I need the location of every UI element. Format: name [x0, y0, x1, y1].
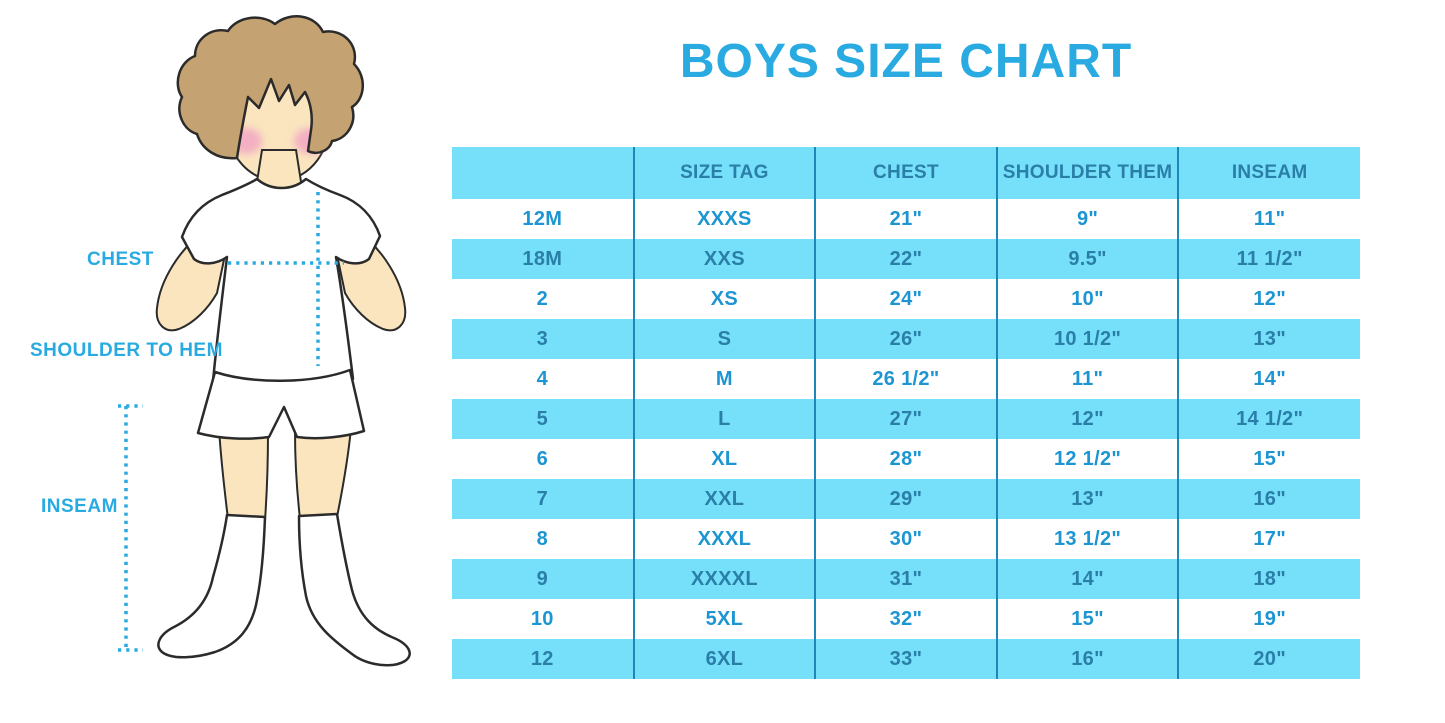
table-cell: 12": [995, 399, 1179, 439]
chest-label: CHEST: [87, 249, 154, 270]
table-cell: 20": [1177, 639, 1360, 679]
table-row: 3 S 26" 10 1/2" 13": [452, 319, 1360, 359]
table-header: SIZE TAG CHEST SHOULDER THEM INSEAM: [452, 147, 1360, 199]
table-cell: 30": [814, 519, 997, 559]
boy-right-leg: [293, 426, 353, 521]
table-cell: XXXS: [632, 199, 816, 239]
table-row: 5 L 27" 12" 14 1/2": [452, 399, 1360, 439]
table-cell: 7: [452, 479, 634, 519]
size-chart-table: SIZE TAG CHEST SHOULDER THEM INSEAM 12M XXXS…: [452, 147, 1360, 679]
column-header: INSEAM: [1177, 147, 1360, 199]
table-body: 12M XXXS 21" 9" 11" 18M XXS 22" 9.5" 11 1/2" 2 XS 24…: [452, 199, 1360, 679]
table-cell: 26 1/2": [814, 359, 997, 399]
boy-left-sock: [157, 513, 267, 659]
table-cell: 18M: [452, 239, 634, 279]
column-header: SHOULDER THEM: [995, 147, 1179, 199]
table-cell: 6: [452, 439, 634, 479]
table-cell: 11": [995, 359, 1179, 399]
table-cell: 31": [814, 559, 997, 599]
table-cell: 9: [452, 559, 634, 599]
table-row: 8 XXXL 30" 13 1/2" 17": [452, 519, 1360, 559]
column-header: SIZE TAG: [632, 147, 816, 199]
table-row: 6 XL 28" 12 1/2" 15": [452, 439, 1360, 479]
table-cell: 9.5": [995, 239, 1179, 279]
column-header: CHEST: [814, 147, 997, 199]
table-row: 12M XXXS 21" 9" 11": [452, 199, 1360, 239]
table-cell: 3: [452, 319, 634, 359]
table-cell: 19": [1177, 599, 1360, 639]
table-cell: 12 1/2": [995, 439, 1179, 479]
table-row: 12 6XL 33" 16" 20": [452, 639, 1360, 679]
table-cell: 14 1/2": [1177, 399, 1360, 439]
boy-right-sock: [297, 512, 411, 667]
table-cell: 16": [1177, 479, 1360, 519]
table-cell: 11 1/2": [1177, 239, 1360, 279]
table-cell: 14": [1177, 359, 1360, 399]
table-cell: 11": [1177, 199, 1360, 239]
table-cell: 5XL: [632, 599, 816, 639]
boy-illustration: [118, 15, 411, 667]
page-title: BOYS SIZE CHART: [679, 35, 1133, 88]
table-cell: 29": [814, 479, 997, 519]
table-cell: 14": [995, 559, 1179, 599]
shoulder-to-hem-label: SHOULDER TO HEM: [30, 340, 223, 361]
boy-hair: [176, 15, 364, 160]
table-cell: 2: [452, 279, 634, 319]
table-cell: 12": [1177, 279, 1360, 319]
table-row: 9 XXXXL 31" 14" 18": [452, 559, 1360, 599]
table-cell: 8: [452, 519, 634, 559]
table-cell: L: [632, 399, 816, 439]
table-cell: 13": [995, 479, 1179, 519]
table-row: 7 XXL 29" 13" 16": [452, 479, 1360, 519]
table-cell: 22": [814, 239, 997, 279]
table-cell: XXL: [632, 479, 816, 519]
table-cell: 28": [814, 439, 997, 479]
table-cell: 12M: [452, 199, 634, 239]
table-cell: 21": [814, 199, 997, 239]
table-cell: 5: [452, 399, 634, 439]
table-cell: S: [632, 319, 816, 359]
table-cell: 13 1/2": [995, 519, 1179, 559]
table-cell: 15": [995, 599, 1179, 639]
table-cell: 18": [1177, 559, 1360, 599]
table-row: 2 XS 24" 10" 12": [452, 279, 1360, 319]
table-cell: M: [632, 359, 816, 399]
table-cell: 24": [814, 279, 997, 319]
table-cell: XXXL: [632, 519, 816, 559]
inseam-label: INSEAM: [41, 496, 118, 517]
table-cell: XS: [632, 279, 816, 319]
table-cell: XXXXL: [632, 559, 816, 599]
table-cell: 13": [1177, 319, 1360, 359]
table-cell: 16": [995, 639, 1179, 679]
table-cell: XL: [632, 439, 816, 479]
table-cell: 12: [452, 639, 634, 679]
table-row: 18M XXS 22" 9.5" 11 1/2": [452, 239, 1360, 279]
table-cell: 17": [1177, 519, 1360, 559]
table-cell: 32": [814, 599, 997, 639]
table-cell: 6XL: [632, 639, 816, 679]
boy-shorts: [196, 368, 366, 440]
table-header-row: SIZE TAG CHEST SHOULDER THEM INSEAM: [452, 147, 1360, 199]
table-row: 10 5XL 32" 15" 19": [452, 599, 1360, 639]
table-cell: 26": [814, 319, 997, 359]
table-cell: 10: [452, 599, 634, 639]
table-cell: 10": [995, 279, 1179, 319]
table-cell: XXS: [632, 239, 816, 279]
table-cell: 15": [1177, 439, 1360, 479]
table-cell: 10 1/2": [995, 319, 1179, 359]
column-header: [452, 147, 634, 199]
table-cell: 4: [452, 359, 634, 399]
table-row: 4 M 26 1/2" 11" 14": [452, 359, 1360, 399]
table-cell: 33": [814, 639, 997, 679]
table-cell: 27": [814, 399, 997, 439]
boy-left-leg: [217, 426, 270, 522]
table-cell: 9": [995, 199, 1179, 239]
